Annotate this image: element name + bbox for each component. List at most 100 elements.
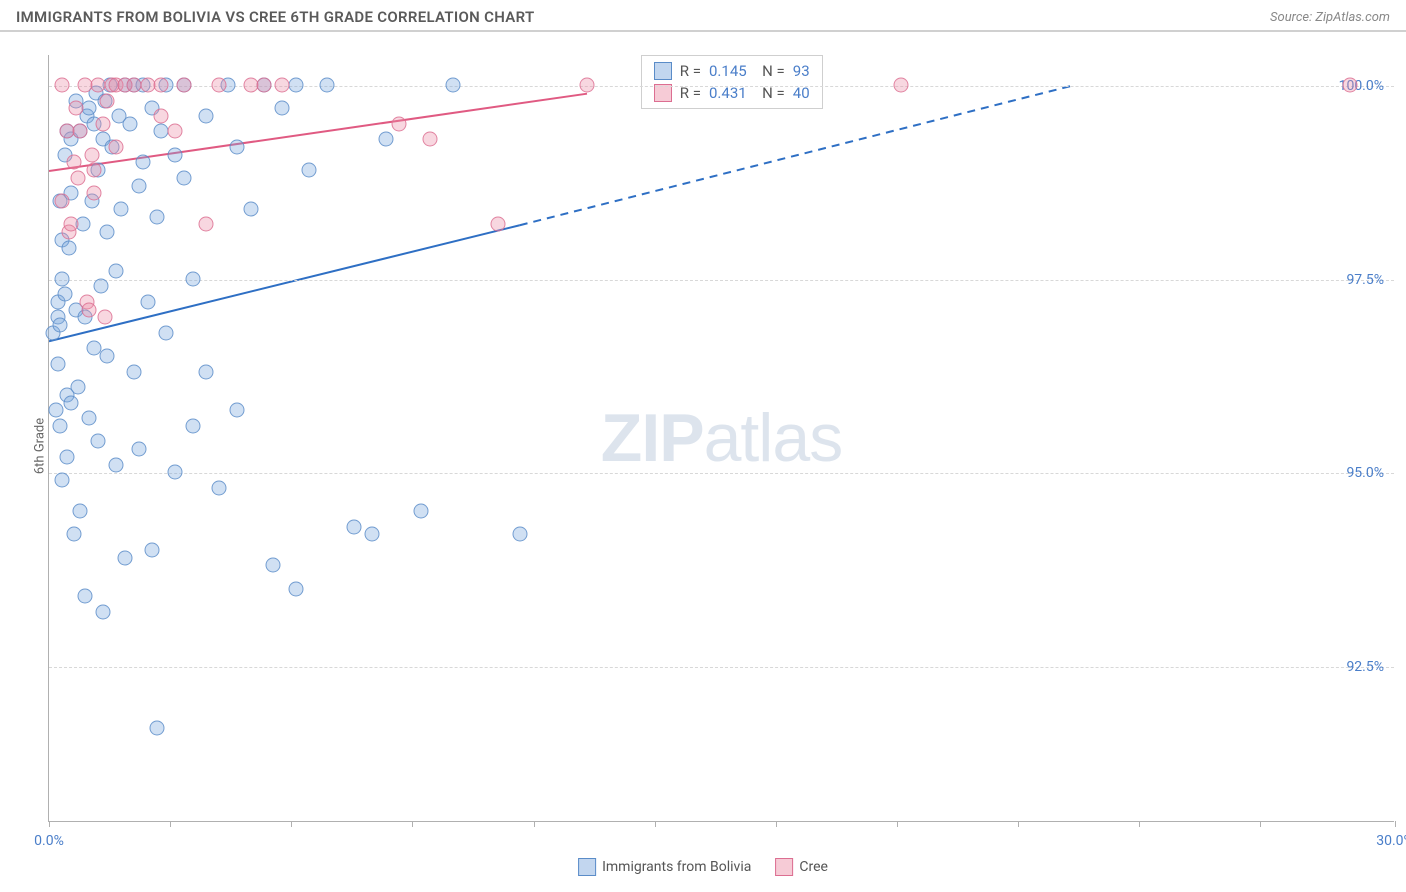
scatter-point [136,155,151,170]
legend-label: Cree [799,859,828,875]
scatter-point [131,178,146,193]
legend-r-label: R = [680,62,701,80]
x-tick [897,821,898,827]
scatter-point [145,542,160,557]
scatter-point [55,473,70,488]
scatter-point [118,550,133,565]
x-tick [49,821,50,827]
scatter-point [149,209,164,224]
scatter-point [212,480,227,495]
scatter-point [423,132,438,147]
y-tick-label: 95.0% [1346,465,1384,481]
scatter-point [50,356,65,371]
scatter-point [86,186,101,201]
scatter-point [64,217,79,232]
scatter-point [347,519,362,534]
scatter-point [100,225,115,240]
x-tick [1395,821,1396,827]
scatter-point [53,418,68,433]
scatter-point [167,147,182,162]
scatter-point [158,325,173,340]
legend-swatch [578,858,596,876]
scatter-point [445,78,460,93]
scatter-point [391,116,406,131]
y-tick-label: 92.5% [1346,659,1384,675]
scatter-point [212,78,227,93]
scatter-point [1343,78,1358,93]
scatter-point [302,163,317,178]
chart-source: Source: ZipAtlas.com [1270,10,1390,25]
scatter-point [199,217,214,232]
scatter-point [68,101,83,116]
scatter-point [109,263,124,278]
scatter-point [109,457,124,472]
scatter-point [230,139,245,154]
legend-item: Immigrants from Bolivia [578,858,751,876]
scatter-point [275,78,290,93]
scatter-point [48,403,63,418]
scatter-point [167,465,182,480]
watermark-bold: ZIP [601,400,704,476]
y-tick-label: 97.5% [1346,272,1384,288]
scatter-point [62,240,77,255]
scatter-point [93,279,108,294]
scatter-point [66,155,81,170]
scatter-point [320,78,335,93]
scatter-point [95,116,110,131]
scatter-point [98,310,113,325]
x-tick [655,821,656,827]
scatter-point [55,194,70,209]
scatter-point [365,527,380,542]
scatter-point [59,449,74,464]
scatter-point [154,108,169,123]
gridline [49,473,1394,474]
scatter-point [275,101,290,116]
chart-title: IMMIGRANTS FROM BOLIVIA VS CREE 6TH GRAD… [16,8,534,26]
scatter-point [199,108,214,123]
scatter-point [127,364,142,379]
scatter-point [414,504,429,519]
legend-n-value: 93 [793,62,810,80]
scatter-point [185,418,200,433]
scatter-point [73,124,88,139]
scatter-point [57,287,72,302]
x-tick [412,821,413,827]
y-axis-label: 6th Grade [33,418,48,474]
scatter-point [91,434,106,449]
scatter-point [100,93,115,108]
scatter-point [71,380,86,395]
scatter-point [167,124,182,139]
scatter-point [378,132,393,147]
legend-r-value: 0.145 [709,62,747,80]
scatter-point [513,527,528,542]
scatter-point [149,721,164,736]
scatter-point [243,201,258,216]
x-tick [170,821,171,827]
scatter-chart: ZIPatlas R =0.145 N = 93R =0.431 N = 40 … [48,55,1394,822]
x-tick-label-max: 30.0% [1376,833,1406,849]
scatter-point [109,139,124,154]
gridline [49,280,1394,281]
scatter-point [122,116,137,131]
scatter-point [64,395,79,410]
scatter-point [113,201,128,216]
legend-row-bolivia: R =0.145 N = 93 [654,60,810,82]
scatter-point [288,78,303,93]
scatter-point [95,604,110,619]
scatter-point [199,364,214,379]
scatter-point [71,170,86,185]
scatter-point [53,318,68,333]
legend-label: Immigrants from Bolivia [602,859,751,875]
scatter-point [82,101,97,116]
chart-header: IMMIGRANTS FROM BOLIVIA VS CREE 6TH GRAD… [0,0,1406,32]
scatter-point [77,589,92,604]
scatter-point [131,442,146,457]
watermark: ZIPatlas [601,399,842,477]
scatter-point [176,170,191,185]
x-tick [776,821,777,827]
scatter-point [86,163,101,178]
trend-lines [49,55,1394,821]
x-tick-label-min: 0.0% [34,833,64,849]
legend-swatch [775,858,793,876]
scatter-point [140,294,155,309]
